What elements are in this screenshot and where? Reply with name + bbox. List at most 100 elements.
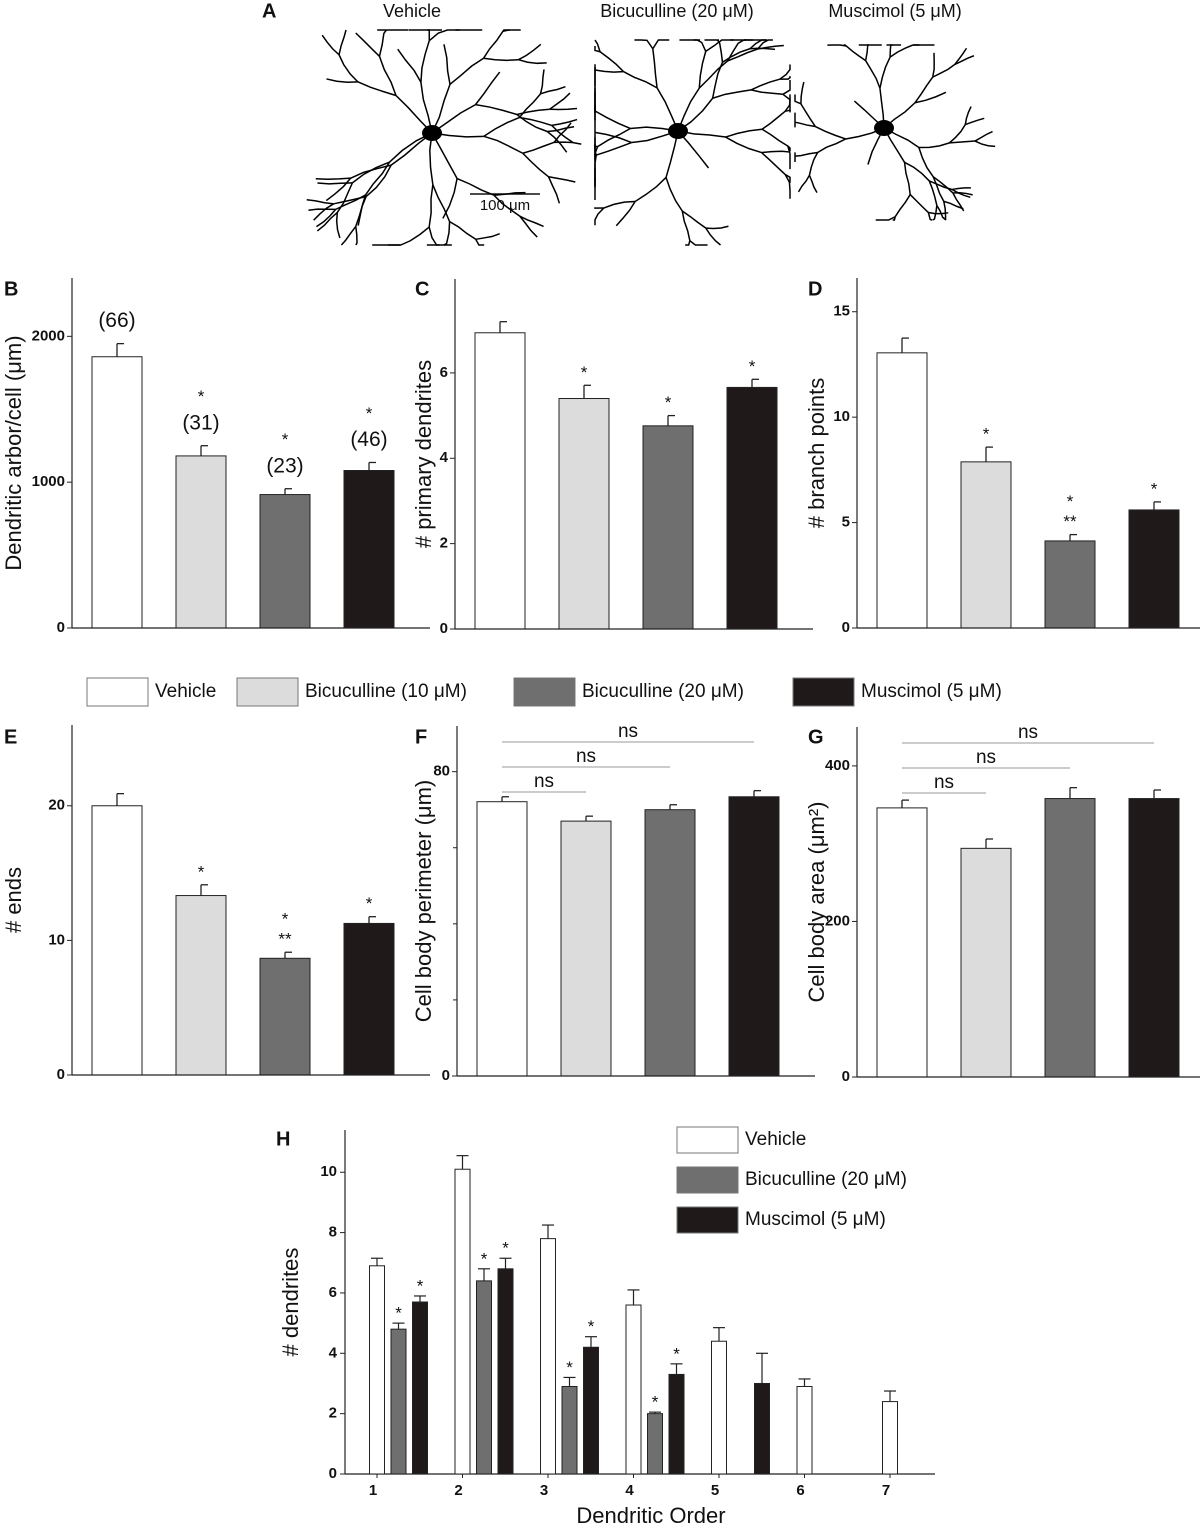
bar (561, 1385, 578, 1475)
y-tick-label: 10 (833, 408, 850, 425)
dendrite (325, 177, 352, 202)
significance-mark: * (581, 363, 588, 382)
dendrite (782, 79, 791, 95)
legend-label: Bicuculline (10 μM) (305, 681, 467, 702)
soma (874, 120, 894, 136)
dendrite (843, 44, 847, 47)
dendrite (705, 39, 730, 52)
dendrite (594, 207, 604, 209)
dendrite (932, 205, 938, 221)
bracket-label: ns (534, 771, 554, 792)
legend-swatch (86, 677, 149, 707)
bar (1128, 509, 1180, 629)
x-tick-label: 7 (882, 1482, 890, 1499)
dendrite (757, 39, 773, 50)
dendrite (364, 161, 391, 196)
significance-mark: * (502, 1239, 509, 1258)
dendrite (914, 91, 947, 104)
y-tick-label: 400 (825, 757, 850, 774)
bar (390, 1328, 407, 1475)
dendrite (516, 108, 550, 116)
dendrite (931, 52, 935, 78)
dendrite (681, 210, 691, 241)
dendrite (875, 216, 896, 221)
dendrite (685, 240, 691, 246)
dendrite (705, 227, 722, 246)
y-tick-label: 8 (329, 1224, 337, 1241)
y-tick-label: 0 (57, 619, 65, 636)
significance-mark: * (417, 1276, 424, 1295)
dendrite (518, 43, 542, 61)
dendrite (594, 46, 601, 53)
dendrite (321, 34, 340, 56)
dendrite (949, 140, 976, 144)
panel-letter: F (415, 726, 427, 748)
dendrite (750, 89, 784, 96)
dendrite (594, 110, 631, 130)
dendrite (779, 76, 791, 80)
bar (476, 1280, 492, 1475)
significance-mark: * (1151, 479, 1158, 498)
dendrite (594, 131, 632, 144)
significance-mark: * (749, 357, 756, 376)
y-tick-label: 20 (48, 797, 65, 814)
y-axis-label: Cell body area (μm²) (804, 802, 829, 1003)
dendrite (428, 184, 434, 228)
dendrite (784, 174, 791, 199)
dendrite (928, 180, 938, 206)
panel-letter: D (808, 278, 822, 300)
dendrite (928, 211, 949, 215)
legend-label: Vehicle (155, 681, 216, 702)
dendrite (432, 184, 451, 222)
bracket-label: ns (934, 772, 954, 793)
bracket-label: ns (618, 721, 638, 742)
dendrite (551, 118, 578, 127)
y-tick-label: 0 (842, 1068, 850, 1085)
y-axis-label: # dendrites (278, 1248, 303, 1357)
legend-swatch (513, 677, 576, 707)
significance-mark: * (198, 387, 205, 406)
y-tick-label: 0 (442, 1067, 450, 1084)
bar (343, 470, 395, 629)
dendrite (594, 69, 624, 73)
dendrite (340, 225, 357, 246)
dendrite (864, 44, 870, 61)
significance-mark: * (282, 430, 289, 449)
dendrite (518, 58, 547, 65)
dendrite (475, 103, 518, 116)
y-axis-label: Cell body perimeter (μm) (411, 780, 436, 1023)
panel-letter: G (808, 726, 824, 748)
dendrite (594, 207, 605, 226)
x-axis-label: Dendritic Order (576, 1503, 725, 1527)
y-tick-label: 4 (440, 449, 449, 466)
dendrite (351, 161, 390, 184)
dendrite (894, 194, 911, 218)
y-tick-label: 2000 (32, 327, 65, 344)
dendrite (698, 60, 729, 89)
dendrite (431, 132, 458, 179)
dendrite (827, 44, 847, 47)
dendrite (597, 127, 631, 148)
bar (91, 356, 143, 629)
bar (1044, 798, 1096, 1078)
dendrite (815, 125, 846, 140)
dendrite (711, 61, 724, 99)
y-tick-label: 15 (833, 303, 850, 320)
dendrite (879, 56, 891, 89)
dendrite (787, 145, 791, 152)
panel-letter: E (4, 726, 17, 748)
dendrite (338, 29, 347, 55)
legend-label: Muscimol (5 μM) (745, 1209, 886, 1230)
dendrite (727, 48, 758, 62)
bar (497, 1268, 514, 1475)
legend-swatch (676, 1126, 739, 1154)
dendrite (722, 48, 751, 63)
dendrite (794, 151, 818, 157)
dendrite (725, 128, 763, 138)
dendrite (519, 116, 553, 127)
y-axis-label: # branch points (804, 378, 829, 528)
dendrite (800, 81, 805, 104)
dendrite (634, 39, 654, 50)
dendrite (326, 78, 358, 83)
dendrite (449, 220, 477, 240)
